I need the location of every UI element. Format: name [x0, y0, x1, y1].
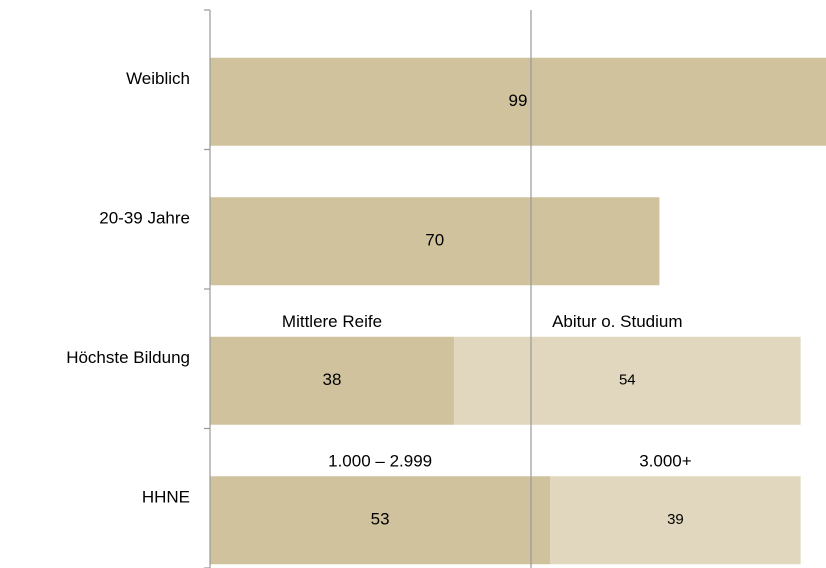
- value-label: 99: [509, 91, 528, 110]
- segment-label: Mittlere Reife: [282, 312, 382, 331]
- y-tick-label: HHNE: [142, 488, 190, 507]
- segment-label: 3.000+: [639, 452, 692, 471]
- chart: Weiblich 99 20-39 Jahre 70 Höchste Bildung 38…: [0, 0, 826, 568]
- segment-label: 1.000 – 2.999: [328, 452, 432, 471]
- value-label: 53: [371, 510, 390, 529]
- value-label: 70: [425, 231, 444, 250]
- value-label: 38: [323, 370, 342, 389]
- y-tick-label: Höchste Bildung: [66, 348, 190, 367]
- value-label: 39: [667, 511, 684, 528]
- y-tick-label: 20-39 Jahre: [99, 209, 190, 228]
- y-tick-label: Weiblich: [126, 69, 190, 88]
- segment-label: Abitur o. Studium: [552, 312, 682, 331]
- value-label: 54: [619, 372, 636, 389]
